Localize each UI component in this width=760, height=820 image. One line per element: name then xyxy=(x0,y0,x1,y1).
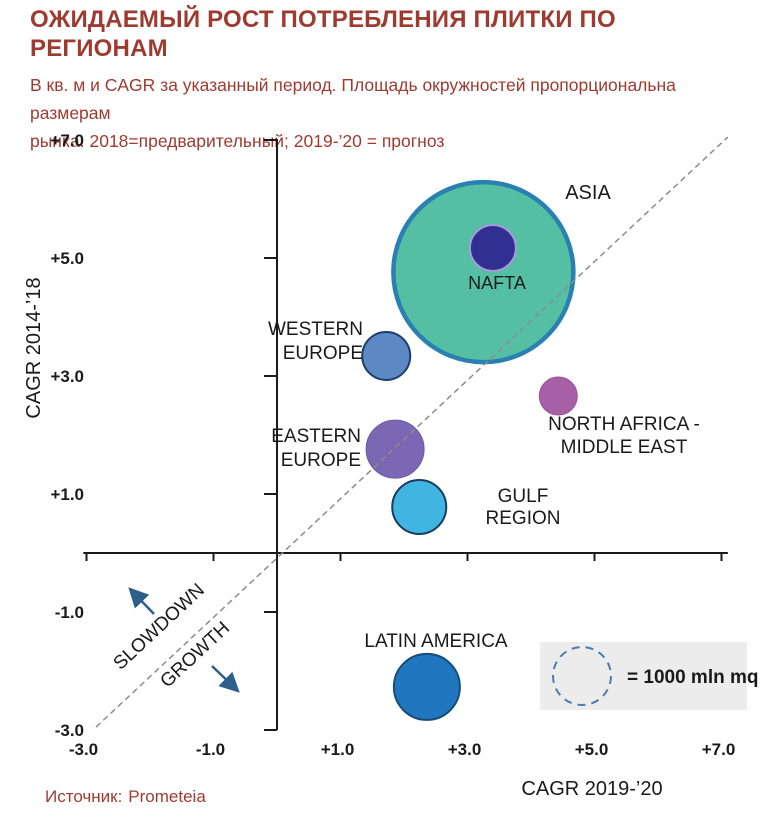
bubble-eastern-europe xyxy=(365,419,425,479)
source-label: Источник: xyxy=(45,787,123,806)
bubble-chart: +7.0 +5.0 +3.0 +1.0 -1.0 -3.0 -3.0 -1.0 +1.0 +3.0… xyxy=(0,110,760,820)
x-axis-tick-label: +3.0 xyxy=(448,740,482,759)
growth-arrow-icon xyxy=(211,665,240,693)
slowdown-arrow-icon xyxy=(128,587,155,615)
bubble-label-western-europe: EUROPE xyxy=(283,343,363,364)
y-axis-title: CAGR 2014-’18 xyxy=(23,277,45,418)
bubble-nafta xyxy=(468,223,517,272)
x-axis-tick-label: -1.0 xyxy=(196,740,225,759)
page-title: ОЖИДАЕМЫЙ РОСТ ПОТРЕБЛЕНИЯ ПЛИТКИ ПО РЕГ… xyxy=(30,6,616,62)
y-axis-tick-label: +7.0 xyxy=(50,131,84,150)
page-subtitle: В кв. м и CAGR за указанный период. Площ… xyxy=(30,71,740,155)
x-axis-tick-label: -3.0 xyxy=(69,740,98,759)
y-axis-tick-label: +3.0 xyxy=(50,367,84,386)
x-axis-title: CAGR 2019-’20 xyxy=(521,778,662,800)
legend-box xyxy=(540,642,747,710)
source-value: Prometeia xyxy=(128,787,206,806)
bubble-label-north-africa-middle-east: MIDDLE EAST xyxy=(561,437,688,458)
diagonal-reference-line xyxy=(95,136,729,728)
y-axis-tick-label: -1.0 xyxy=(55,603,84,622)
subtitle-line-2: рынка. 2018=предварительный; 2019-’20 = … xyxy=(30,130,445,151)
bubble-label-gulf-region: GULF xyxy=(498,486,549,507)
bubble-label-latin-america: LATIN AMERICA xyxy=(364,631,508,652)
bubble-label-western-europe: WESTERN xyxy=(268,319,363,340)
bubble-label-eastern-europe: EASTERN xyxy=(271,426,361,447)
y-axis-tick-label: -3.0 xyxy=(55,721,84,740)
y-axis-tick-label: +1.0 xyxy=(50,485,84,504)
bubble-latin-america xyxy=(392,652,461,721)
x-axis-tick-label: +5.0 xyxy=(575,740,609,759)
bubble-north-africa-middle-east xyxy=(538,376,578,416)
bubble-asia xyxy=(391,179,576,365)
chart-header: ОЖИДАЕМЫЙ РОСТ ПОТРЕБЛЕНИЯ ПЛИТКИ ПО РЕГ… xyxy=(30,6,740,155)
bubble-label-eastern-europe: EUROPE xyxy=(281,450,361,471)
bubble-western-europe xyxy=(361,330,412,381)
x-axis-tick-label: +7.0 xyxy=(702,740,736,759)
subtitle-line-1: В кв. м и CAGR за указанный период. Площ… xyxy=(30,74,676,123)
bubble-label-gulf-region: REGION xyxy=(486,508,561,529)
bubble-chart-svg: +7.0 +5.0 +3.0 +1.0 -1.0 -3.0-3.0 -1.0 +1.0 +3.0… xyxy=(23,131,758,800)
bubble-label-nafta: NAFTA xyxy=(468,273,526,293)
bubble-label-north-africa-middle-east: NORTH AFRICA - xyxy=(548,414,700,435)
legend-scale-circle xyxy=(552,646,612,706)
source-line: Источник: Prometeia xyxy=(45,787,206,807)
bubble-label-asia: ASIA xyxy=(565,182,611,204)
y-axis-tick-label: +5.0 xyxy=(50,249,84,268)
bubble-gulf-region xyxy=(391,478,448,535)
x-axis-tick-label: +1.0 xyxy=(321,740,355,759)
legend-text: = 1000 mln mq xyxy=(627,667,758,688)
